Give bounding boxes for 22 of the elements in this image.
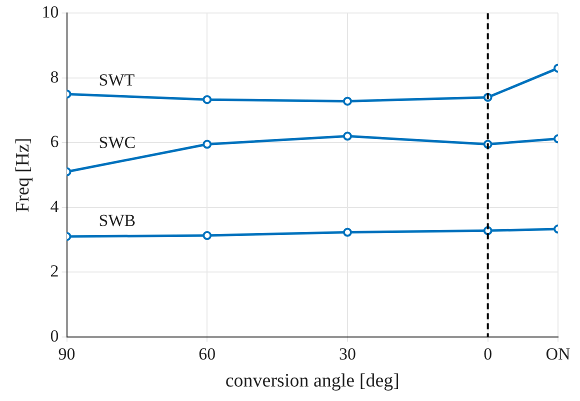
series-label: SWB [98,210,136,230]
y-axis-title: Freq [Hz] [12,138,34,212]
point [202,140,212,149]
x-tick-label: 60 [198,344,216,364]
x-tick-label: ON [546,344,570,364]
y-tick-label: 4 [50,196,60,216]
y-tick-label: 0 [50,326,59,346]
point [342,228,352,237]
y-tick-label: 10 [42,2,59,22]
series-label: SWT [98,70,136,90]
point [342,96,352,106]
x-axis-title: conversion angle [deg] [225,370,400,392]
x-tick-label: 30 [338,344,356,364]
series-label: SWC [98,133,136,152]
x-tick-label: 0 [484,344,492,364]
y-tick-label: 8 [50,67,59,86]
x-tick-label: 90 [58,344,76,364]
point [202,95,212,104]
y-tick-label: 6 [50,132,59,152]
point [202,231,212,240]
y-tick-label: 2 [50,262,59,281]
point [342,132,352,141]
